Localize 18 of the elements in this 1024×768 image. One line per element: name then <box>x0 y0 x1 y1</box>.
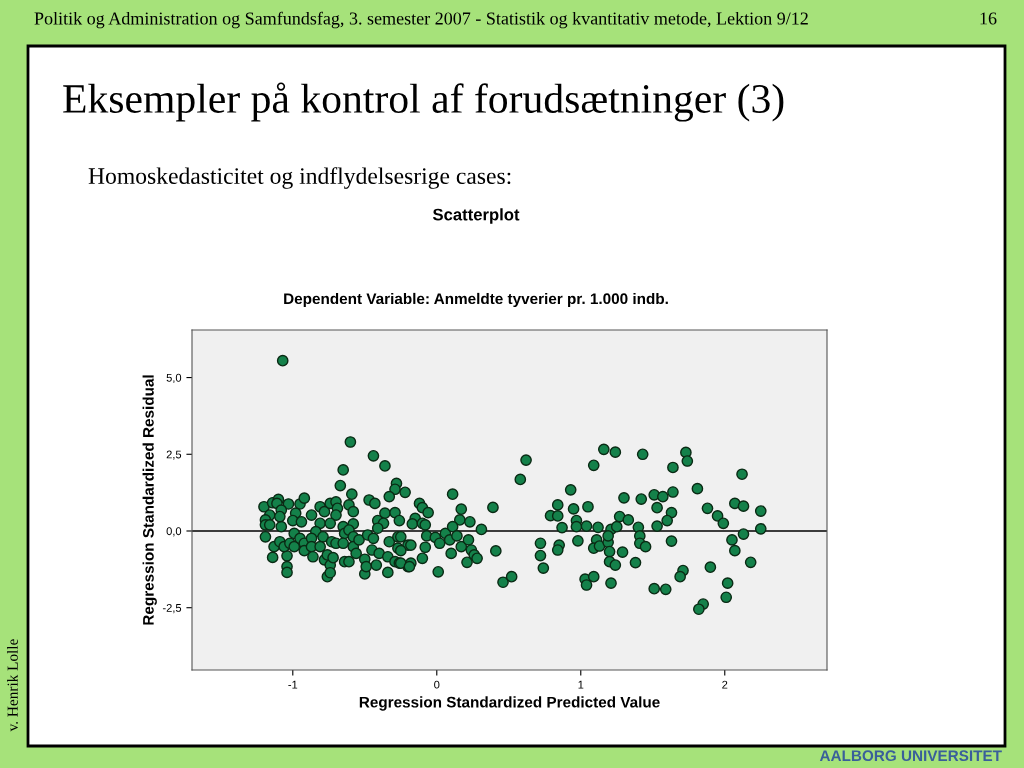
text: Politik og Administration og Samfundsfag, 3. semester 2007 - Statistik og kvantitativ metode, Lektion 9/12 <box>34 11 808 29</box>
x-tick-label: 2 <box>722 680 728 689</box>
x-tick-label: 1 <box>578 680 584 689</box>
x-tick-label: 0 <box>434 680 440 689</box>
chart-subtitle: Dependent Variable: Anmeldte tyverier pr. 1.000 indb. <box>284 292 668 308</box>
text: Homoskedasticitet og indflydelsesrige cases: <box>88 167 511 189</box>
text: v. Henrik Lolle <box>7 639 18 732</box>
y-tick-label: 0,0 <box>166 527 182 537</box>
x-tick-label: -1 <box>288 680 298 689</box>
text: AALBORG UNIVERSITET <box>819 750 1002 762</box>
chart-title: Scatterplot <box>432 208 520 224</box>
text: 16 <box>980 12 997 25</box>
y-tick-label: 5,0 <box>166 373 182 384</box>
y-tick-label: -2,5 <box>162 603 182 614</box>
y-axis-title: Regression Standardized Residual <box>142 375 157 625</box>
x-axis-title: Regression Standardized Predicted Value <box>359 696 660 711</box>
y-tick-label: 2,5 <box>166 450 182 460</box>
text: Eksempler på kontrol af forudsætninger (3) <box>63 82 784 122</box>
